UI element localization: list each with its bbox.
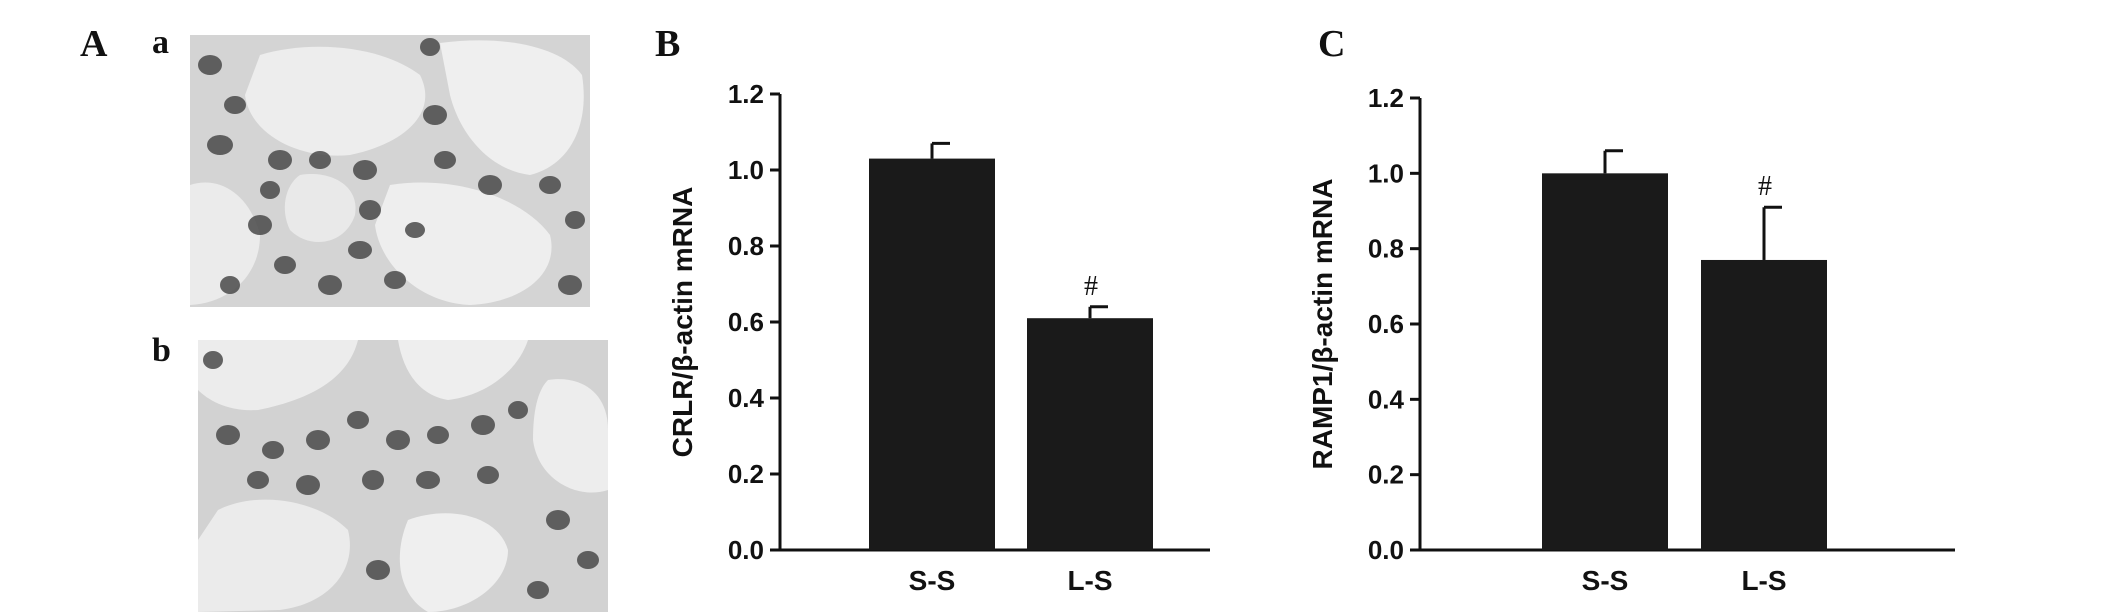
chart-ramp1: 0.0 0.2 0.4 0.6 0.8 1.0 1.2 RAMP1/β-actin mRNA S…	[1307, 83, 1955, 596]
category-label: L-S	[1067, 565, 1112, 596]
micrograph-b	[198, 340, 608, 612]
panel-b-letter: B	[655, 23, 681, 65]
y-tick-label: 1.0	[1368, 158, 1404, 188]
category-label: S-S	[1582, 565, 1629, 596]
bar-l-s	[1027, 318, 1153, 550]
y-tick-label: 0.8	[728, 231, 764, 261]
y-tick-label: 0.2	[1368, 460, 1404, 490]
bar-s-s	[1542, 173, 1668, 551]
y-tick-label: 0.8	[1368, 234, 1404, 264]
y-tick-label: 0.6	[1368, 309, 1404, 339]
panel-a-sub-a-label: a	[152, 24, 169, 61]
significance-mark: #	[1084, 271, 1098, 302]
y-tick-label: 0.4	[728, 383, 765, 413]
y-tick-label: 1.2	[1368, 83, 1404, 113]
bar-l-s	[1701, 259, 1827, 550]
y-tick-label: 0.2	[728, 459, 764, 489]
y-tick-label: 1.2	[728, 79, 764, 109]
category-label: L-S	[1741, 565, 1786, 596]
y-tick-label: 0.0	[1368, 535, 1404, 565]
y-axis-title: RAMP1/β-actin mRNA	[1307, 179, 1338, 470]
micrograph-a	[190, 35, 590, 307]
chart-crlr: 0.0 0.2 0.4 0.6 0.8 1.0 1.2 CRLR/β-actin mRNA S-…	[667, 79, 1210, 596]
y-tick-label: 1.0	[728, 155, 764, 185]
micrograph-a-image	[190, 35, 590, 307]
category-label: S-S	[909, 565, 956, 596]
bar-s-s	[869, 158, 995, 550]
panel-a-sub-b-label: b	[152, 332, 171, 369]
significance-mark: #	[1758, 171, 1772, 202]
y-tick-label: 0.0	[728, 535, 764, 565]
panel-a-letter: A	[80, 23, 108, 65]
y-axis-title: CRLR/β-actin mRNA	[667, 187, 698, 458]
panel-c-letter: C	[1318, 23, 1346, 65]
y-tick-label: 0.4	[1368, 384, 1405, 414]
micrograph-b-image	[198, 340, 608, 612]
y-tick-label: 0.6	[728, 307, 764, 337]
